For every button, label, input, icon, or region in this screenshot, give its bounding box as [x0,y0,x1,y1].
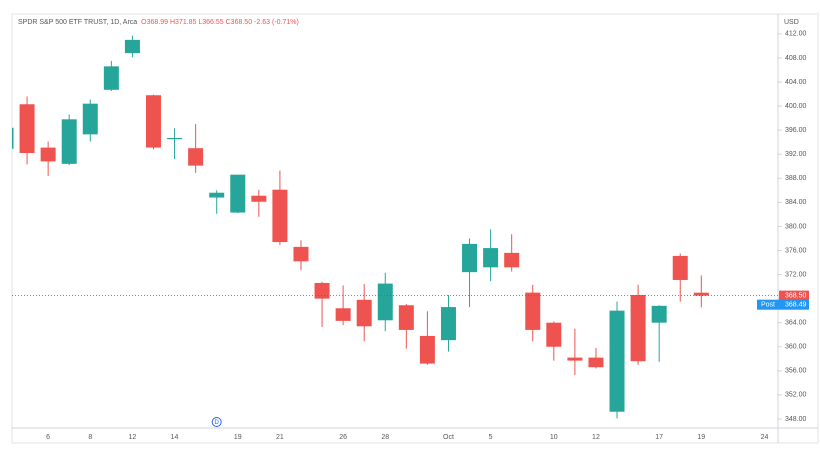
y-tick-label: 412.00 [785,31,807,38]
chart-header: SPDR S&P 500 ETF TRUST, 1D, Arca O368.99 … [18,19,299,26]
dividend-marker-label: D [215,420,220,426]
x-tick-label: 10 [550,434,558,441]
y-tick-label: 348.00 [785,416,807,423]
y-tick-label: 372.00 [785,271,807,278]
y-tick-label: 392.00 [785,151,807,158]
candle-body [483,248,499,268]
currency-label: USD [784,19,799,26]
candle-body [504,252,520,268]
x-tick-label: 12 [129,434,137,441]
candle-body [314,282,330,299]
candle-body [398,305,414,330]
plot-area [12,35,709,419]
x-tick-label: 8 [88,434,92,441]
x-tick-label: 26 [339,434,347,441]
x-tick-label: 6 [46,434,50,441]
post-badge [757,299,809,310]
y-tick-label: 404.00 [785,79,807,86]
x-tick-label: 12 [592,434,600,441]
candle-body [251,195,267,202]
candle-body [377,283,393,321]
frame [11,13,819,444]
post-price: 368.49 [785,302,807,309]
candle-body [188,148,204,166]
candle-body [672,255,688,280]
x-tick-label: 5 [489,434,493,441]
y-tick-label: 408.00 [785,55,807,62]
y-tick-label: 380.00 [785,223,807,230]
candle-body [440,307,456,341]
candle-body [124,39,140,54]
candle-body [82,103,98,135]
candle-body [12,127,14,149]
candle-body [462,243,478,273]
y-tick-label: 400.00 [785,103,807,110]
y-tick-label: 352.00 [785,392,807,399]
y-tick-label: 388.00 [785,175,807,182]
price-label: 368.50 [785,292,807,299]
price-badge [779,290,809,301]
y-tick-label: 364.00 [785,320,807,327]
candle-body [651,305,667,323]
candle-body [588,357,604,368]
candle-body [546,322,562,347]
candle-body [61,119,77,164]
candle-body [167,137,183,140]
candle-body [419,335,435,364]
candle-body [356,299,372,327]
y-tick-label: 396.00 [785,127,807,134]
candle-body [230,174,246,213]
candle-body [335,308,351,321]
candle-body [630,295,646,362]
x-tick-label: Oct [443,434,454,441]
y-tick-label: 356.00 [785,368,807,375]
candle-body [693,292,709,296]
y-tick-label: 376.00 [785,247,807,254]
ohlc-readout: O368.99 H371.85 L366.55 C368.50 -2.63 (-… [141,19,299,26]
y-tick-label: 384.00 [785,199,807,206]
candle-body [525,292,541,330]
candle-body [145,95,161,148]
candle-body [209,192,225,198]
x-tick-label: 21 [276,434,284,441]
candle-body [19,104,35,154]
candle-body [40,147,56,162]
x-tick-label: 19 [234,434,242,441]
x-tick-label: 24 [761,434,769,441]
candle-body [609,310,625,412]
candle-body [293,246,309,262]
candle-body [272,189,288,243]
y-tick-label: 360.00 [785,344,807,351]
x-tick-label: 14 [171,434,179,441]
x-tick-label: 17 [655,434,663,441]
dividend-marker [211,417,222,427]
candle-body [103,66,119,90]
x-tick-label: 28 [381,434,389,441]
x-tick-label: 19 [697,434,705,441]
candle-body [567,357,583,361]
post-tag: Post [761,302,775,309]
symbol-title: SPDR S&P 500 ETF TRUST, 1D, Arca [18,19,137,26]
